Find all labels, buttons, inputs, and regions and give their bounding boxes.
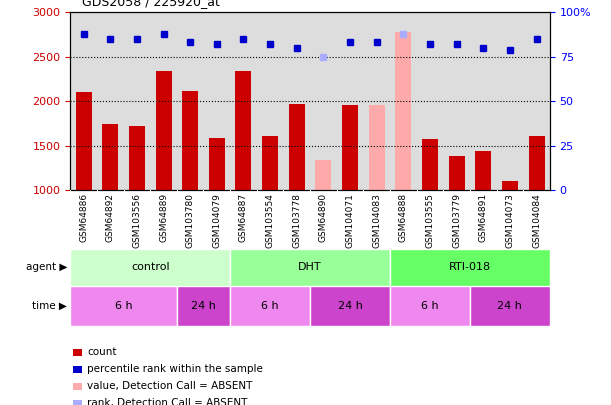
Bar	[390, 249, 550, 286]
Text: GSM64891: GSM64891	[479, 193, 488, 243]
Text: time ▶: time ▶	[32, 301, 67, 311]
Bar	[470, 286, 550, 326]
Text: GSM64886: GSM64886	[79, 193, 88, 243]
Text: GSM103780: GSM103780	[186, 193, 195, 248]
Bar	[235, 71, 252, 190]
Text: GSM104083: GSM104083	[372, 193, 381, 248]
Text: 24 h: 24 h	[191, 301, 216, 311]
Text: GSM64890: GSM64890	[319, 193, 328, 243]
Text: rank, Detection Call = ABSENT: rank, Detection Call = ABSENT	[87, 399, 247, 405]
Bar	[390, 286, 470, 326]
Bar	[70, 249, 230, 286]
Text: GSM103779: GSM103779	[452, 193, 461, 248]
Bar	[395, 32, 411, 190]
Text: GSM104073: GSM104073	[505, 193, 514, 248]
Bar	[230, 249, 390, 286]
Text: GSM103556: GSM103556	[133, 193, 141, 248]
Bar	[70, 286, 177, 326]
Bar	[209, 138, 225, 190]
Text: 24 h: 24 h	[497, 301, 522, 311]
Text: GSM103554: GSM103554	[266, 193, 274, 248]
Text: GSM64887: GSM64887	[239, 193, 248, 243]
Text: GSM64889: GSM64889	[159, 193, 168, 243]
Text: GSM104071: GSM104071	[346, 193, 354, 248]
Bar	[310, 286, 390, 326]
Text: 6 h: 6 h	[262, 301, 279, 311]
Bar	[76, 92, 92, 190]
Bar	[289, 104, 305, 190]
Bar	[502, 181, 518, 190]
Text: GSM104079: GSM104079	[212, 193, 221, 248]
Bar	[315, 160, 331, 190]
Bar	[102, 124, 119, 190]
Bar	[475, 151, 491, 190]
Text: RTI-018: RTI-018	[449, 262, 491, 272]
Text: count: count	[87, 347, 117, 357]
Text: GSM104084: GSM104084	[532, 193, 541, 248]
Text: GSM64892: GSM64892	[106, 193, 115, 242]
Text: GSM64888: GSM64888	[399, 193, 408, 243]
Bar	[156, 71, 172, 190]
Text: 6 h: 6 h	[421, 301, 439, 311]
Text: control: control	[131, 262, 169, 272]
Text: GDS2058 / 225920_at: GDS2058 / 225920_at	[82, 0, 221, 8]
Bar	[129, 126, 145, 190]
Bar	[182, 92, 198, 190]
Bar	[422, 139, 438, 190]
Bar	[448, 156, 464, 190]
Bar	[342, 105, 358, 190]
Text: value, Detection Call = ABSENT: value, Detection Call = ABSENT	[87, 382, 253, 391]
Bar	[368, 105, 385, 190]
Text: 24 h: 24 h	[338, 301, 362, 311]
Text: DHT: DHT	[298, 262, 322, 272]
Text: 6 h: 6 h	[115, 301, 133, 311]
Text: GSM103555: GSM103555	[425, 193, 434, 248]
Bar	[230, 286, 310, 326]
Bar	[177, 286, 230, 326]
Text: agent ▶: agent ▶	[26, 262, 67, 272]
Text: percentile rank within the sample: percentile rank within the sample	[87, 364, 263, 374]
Text: GSM103778: GSM103778	[292, 193, 301, 248]
Bar	[262, 136, 278, 190]
Bar	[529, 136, 544, 190]
